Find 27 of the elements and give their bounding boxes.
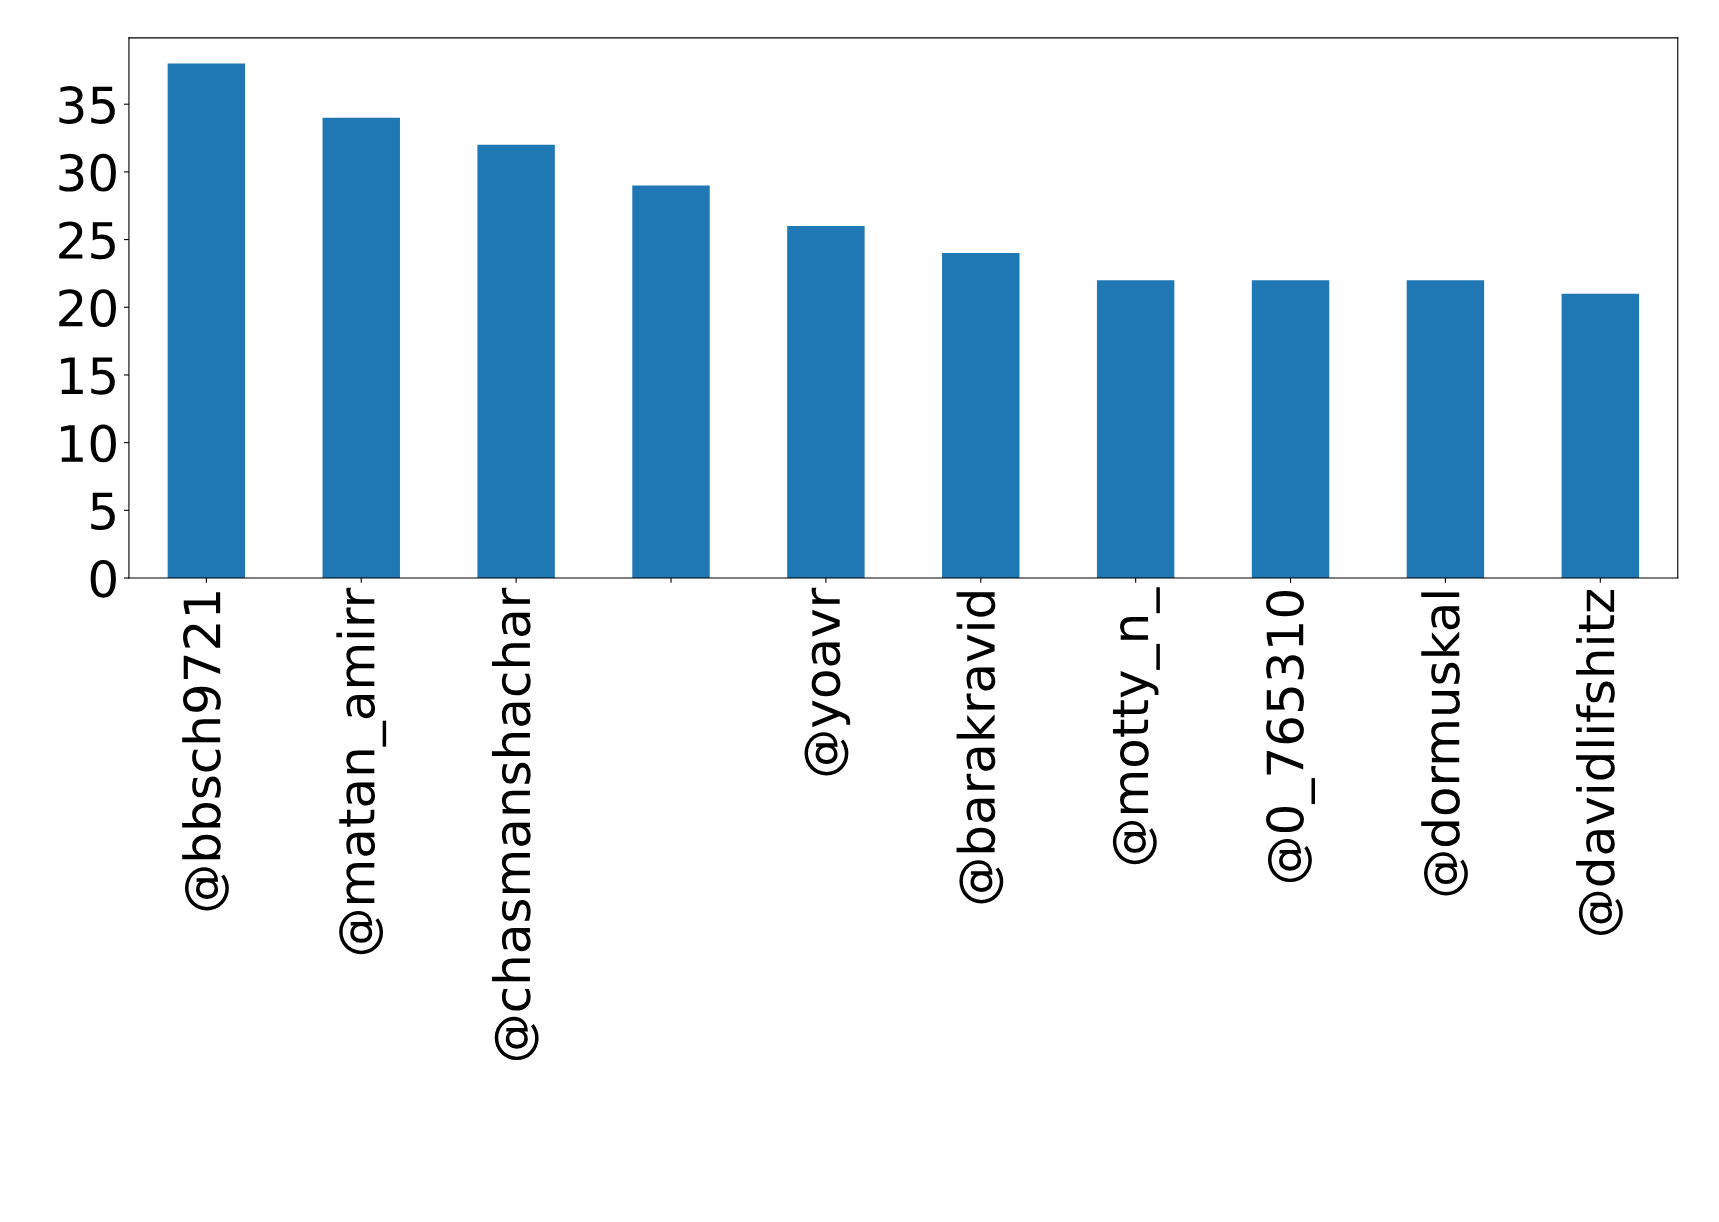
x-tick-label: @matan_amirr	[336, 587, 387, 955]
y-tick-label: 20	[59, 289, 116, 327]
bar	[167, 63, 246, 579]
x-tick-label: @barakravid	[956, 592, 1004, 904]
x-tick-label: @chasmanshachar	[491, 587, 539, 1061]
bar	[477, 144, 555, 579]
y-tick-label: 30	[59, 153, 116, 192]
bar	[942, 253, 1020, 579]
x-tick-label: @yoavr	[804, 587, 851, 776]
y-tick-label: 10	[61, 424, 116, 463]
x-tick-label: @0_765310	[1266, 591, 1315, 883]
x-tick-label: @bbsch9721	[182, 592, 229, 911]
x-tick-label: @davidlifshitz	[1576, 589, 1623, 935]
bar	[1096, 280, 1175, 579]
y-tick-label: 15	[61, 357, 115, 395]
bar	[1251, 280, 1330, 579]
bar	[322, 117, 400, 579]
y-tick-label: 35	[59, 86, 115, 124]
y-tick-label: 0	[90, 559, 116, 598]
bar	[632, 185, 710, 579]
x-tick-label: @motty_n_	[1112, 587, 1160, 865]
y-tick-label: 5	[91, 492, 115, 531]
bar	[1406, 280, 1485, 579]
bar	[1561, 293, 1640, 579]
x-tick-label: @dormuskal	[1421, 592, 1468, 896]
bar	[787, 226, 865, 579]
y-tick-label: 25	[59, 221, 115, 260]
